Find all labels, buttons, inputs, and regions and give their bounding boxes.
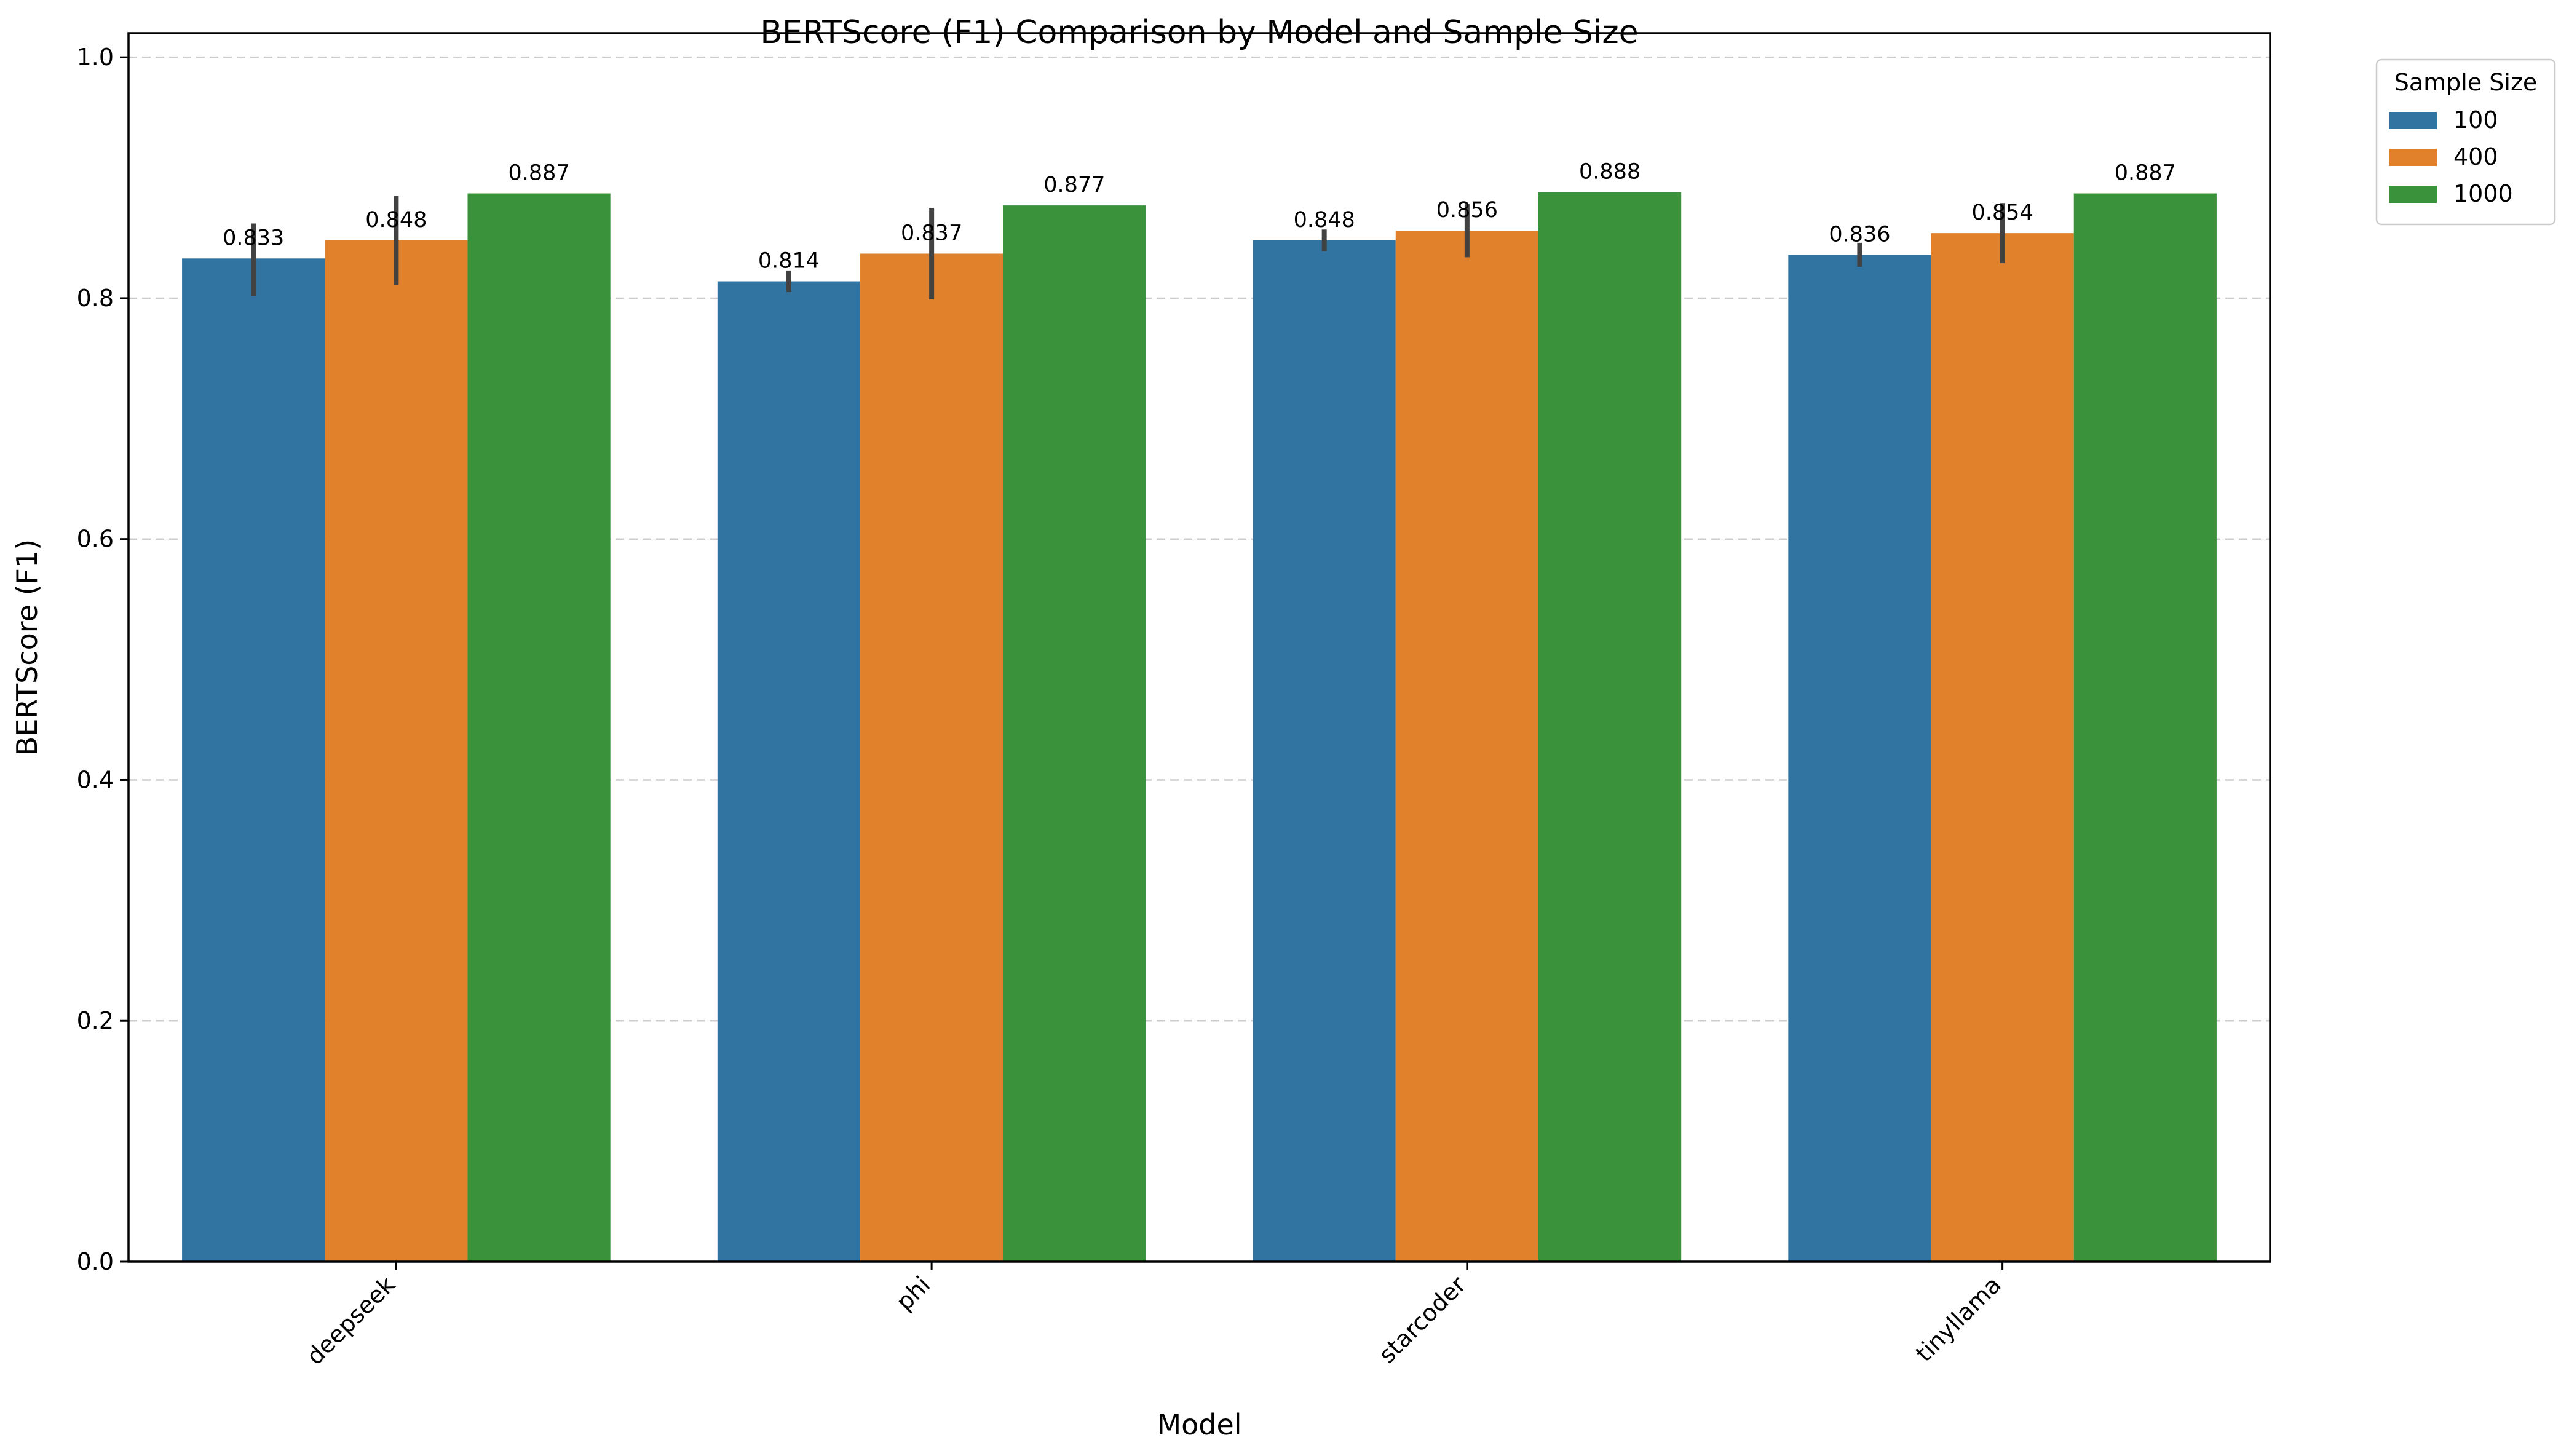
data-labels: 0.833 0.814 0.848 0.836 0.848 0.837 0.856 0.854… bbox=[223, 160, 2176, 274]
data-label: 0.887 bbox=[508, 161, 569, 186]
x-tick-label: starcoder bbox=[1374, 1271, 1471, 1369]
y-tick-label: 0.2 bbox=[77, 1007, 114, 1034]
error-bars bbox=[251, 196, 2005, 299]
data-label: 0.848 bbox=[1294, 208, 1355, 232]
y-tick-label: 0.0 bbox=[77, 1248, 114, 1275]
y-tick-label: 0.8 bbox=[77, 285, 114, 312]
data-label: 0.833 bbox=[223, 226, 284, 250]
legend-box bbox=[2375, 58, 2556, 226]
bar[interactable] bbox=[1931, 233, 2074, 1262]
legend-item-label[interactable]: 1000 bbox=[2453, 180, 2513, 207]
bar[interactable] bbox=[1395, 231, 1538, 1262]
bar[interactable] bbox=[467, 193, 611, 1262]
y-tick-label: 1.0 bbox=[77, 44, 114, 71]
bar[interactable] bbox=[2073, 193, 2217, 1262]
data-label: 0.888 bbox=[1579, 160, 1641, 184]
data-label: 0.877 bbox=[1043, 173, 1105, 197]
y-tick-label: 0.6 bbox=[77, 526, 114, 553]
legend-title: Sample Size bbox=[2394, 69, 2538, 96]
x-tick-label: tinyllama bbox=[1910, 1271, 2006, 1367]
bar[interactable] bbox=[1253, 240, 1396, 1262]
x-tick-label: phi bbox=[891, 1271, 936, 1316]
legend-item-label[interactable]: 400 bbox=[2453, 143, 2498, 170]
data-label: 0.854 bbox=[1972, 200, 2033, 225]
data-label: 0.848 bbox=[365, 208, 427, 232]
legend[interactable]: Sample Size 100 400 1000 bbox=[2375, 58, 2556, 226]
bar[interactable] bbox=[1788, 255, 1931, 1262]
bar[interactable] bbox=[860, 253, 1003, 1262]
plot-frame bbox=[127, 32, 2271, 1263]
data-label: 0.887 bbox=[2115, 161, 2176, 186]
bar[interactable] bbox=[325, 240, 468, 1262]
bars bbox=[182, 192, 2217, 1262]
data-label: 0.837 bbox=[901, 221, 962, 245]
y-axis-label: BERTScore (F1) bbox=[10, 539, 44, 756]
legend-swatch bbox=[2389, 149, 2437, 166]
data-label: 0.814 bbox=[758, 249, 820, 274]
legend-item-label[interactable]: 100 bbox=[2453, 106, 2498, 133]
bar[interactable] bbox=[182, 258, 325, 1262]
bar[interactable] bbox=[717, 281, 861, 1262]
y-tick-label: 0.4 bbox=[77, 766, 114, 793]
bar[interactable] bbox=[1538, 192, 1682, 1262]
x-axis-label: Model bbox=[1157, 1408, 1241, 1441]
legend-swatch bbox=[2389, 186, 2437, 203]
chart-title: BERTScore (F1) Comparison by Model and S… bbox=[760, 14, 1638, 51]
data-label: 0.836 bbox=[1829, 222, 1890, 247]
x-tick-label: deepseek bbox=[301, 1271, 400, 1370]
bar[interactable] bbox=[1003, 205, 1146, 1262]
data-label: 0.856 bbox=[1436, 198, 1498, 223]
legend-swatch bbox=[2389, 112, 2437, 129]
